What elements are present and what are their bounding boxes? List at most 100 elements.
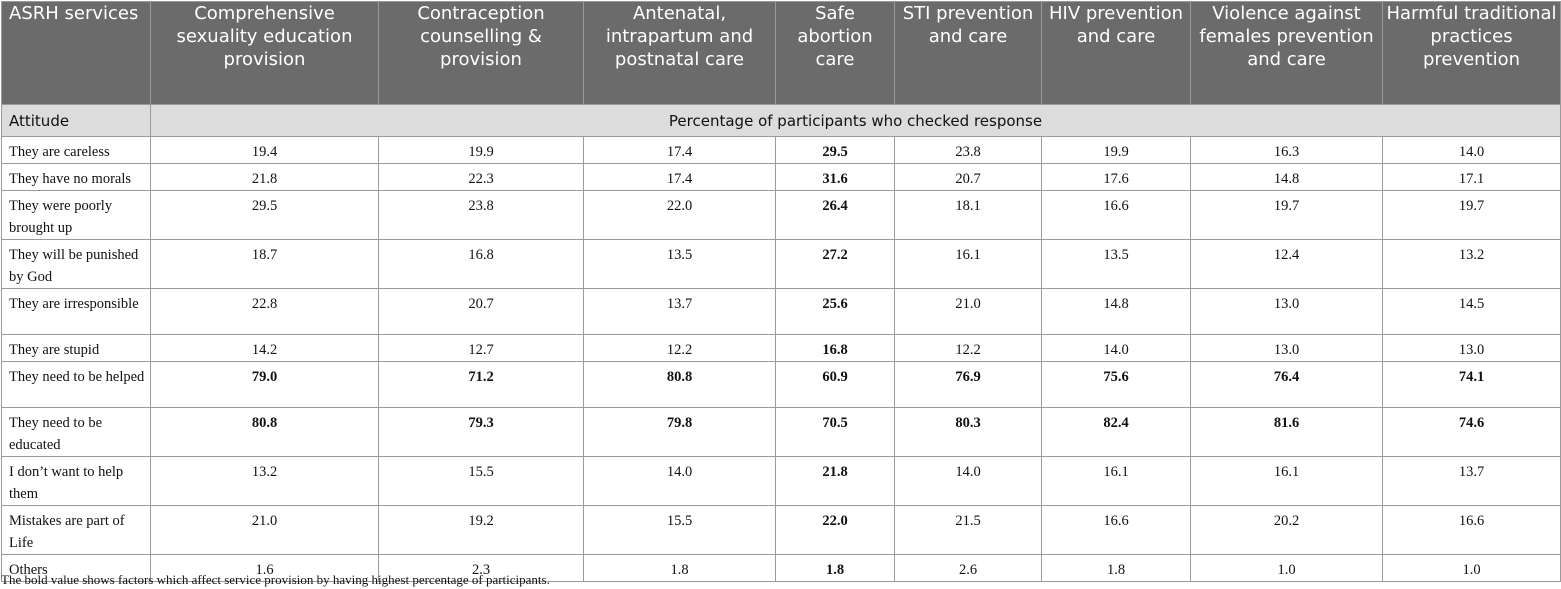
header-row: ASRH services Comprehensive sexuality ed… xyxy=(1,1,1561,105)
header-col-3: Antenatal, intrapartum and postnatal car… xyxy=(583,1,776,105)
row-label: They were poorly brought up xyxy=(1,190,151,240)
cell-value: 12.2 xyxy=(894,334,1042,362)
header-col-6: HIV prevention and care xyxy=(1041,1,1191,105)
cell-value: 13.2 xyxy=(150,456,379,506)
cell-value: 21.5 xyxy=(894,505,1042,555)
cell-value: 76.9 xyxy=(894,361,1042,408)
row-label: Mistakes are part of Life xyxy=(1,505,151,555)
cell-value: 14.8 xyxy=(1190,163,1383,191)
cell-value: 20.7 xyxy=(894,163,1042,191)
cell-value: 13.0 xyxy=(1382,334,1561,362)
header-col-5: STI prevention and care xyxy=(894,1,1042,105)
cell-value: 23.8 xyxy=(378,190,584,240)
cell-value: 14.0 xyxy=(583,456,776,506)
cell-value: 17.4 xyxy=(583,136,776,164)
cell-value: 22.0 xyxy=(775,505,895,555)
cell-value: 79.8 xyxy=(583,407,776,457)
cell-value: 20.7 xyxy=(378,288,584,335)
row-label: They have no morals xyxy=(1,163,151,191)
table-row: They are irresponsible 22.8 20.7 13.7 25.6 21… xyxy=(1,288,1561,335)
cell-value: 29.5 xyxy=(150,190,379,240)
table-row: They are careless 19.4 19.9 17.4 29.5 23.8 19.… xyxy=(1,136,1561,164)
subheader-row: Attitude Percentage of participants who … xyxy=(1,104,1561,137)
cell-value: 81.6 xyxy=(1190,407,1383,457)
header-asrh-services: ASRH services xyxy=(1,1,151,105)
row-label: They need to be helped xyxy=(1,361,151,408)
header-col-4: Safe abortion care xyxy=(775,1,895,105)
cell-value: 13.7 xyxy=(583,288,776,335)
cell-value: 1.6 xyxy=(150,554,379,582)
row-label: They are irresponsible xyxy=(1,288,151,335)
cell-value: 16.6 xyxy=(1041,505,1191,555)
cell-value: 18.1 xyxy=(894,190,1042,240)
cell-value: 14.0 xyxy=(1041,334,1191,362)
table-row: Mistakes are part of Life 21.0 19.2 15.5 22.… xyxy=(1,505,1561,555)
table-row: They need to be helped 79.0 71.2 80.8 60.9 76… xyxy=(1,361,1561,408)
cell-value: 15.5 xyxy=(583,505,776,555)
header-col-2: Contraception counselling & provision xyxy=(378,1,584,105)
cell-value: 14.5 xyxy=(1382,288,1561,335)
table-row: They will be punished by God 18.7 16.8 13.5… xyxy=(1,239,1561,289)
cell-value: 16.1 xyxy=(1041,456,1191,506)
cell-value: 74.6 xyxy=(1382,407,1561,457)
cell-value: 13.5 xyxy=(1041,239,1191,289)
cell-value: 23.8 xyxy=(894,136,1042,164)
header-col-1: Comprehensive sexuality education provis… xyxy=(150,1,379,105)
cell-value: 80.8 xyxy=(150,407,379,457)
cell-value: 14.2 xyxy=(150,334,379,362)
cell-value: 74.1 xyxy=(1382,361,1561,408)
cell-value: 82.4 xyxy=(1041,407,1191,457)
cell-value: 2.6 xyxy=(894,554,1042,582)
cell-value: 1.8 xyxy=(775,554,895,582)
cell-value: 16.3 xyxy=(1190,136,1383,164)
table-row: They need to be educated 80.8 79.3 79.8 70.5… xyxy=(1,407,1561,457)
cell-value: 76.4 xyxy=(1190,361,1383,408)
cell-value: 13.0 xyxy=(1190,288,1383,335)
cell-value: 12.2 xyxy=(583,334,776,362)
cell-value: 21.8 xyxy=(150,163,379,191)
cell-value: 19.7 xyxy=(1382,190,1561,240)
cell-value: 14.8 xyxy=(1041,288,1191,335)
cell-value: 14.0 xyxy=(894,456,1042,506)
cell-value: 26.4 xyxy=(775,190,895,240)
cell-value: 16.8 xyxy=(378,239,584,289)
cell-value: 79.3 xyxy=(378,407,584,457)
cell-value: 13.0 xyxy=(1190,334,1383,362)
cell-value: 22.3 xyxy=(378,163,584,191)
percentage-caption: Percentage of participants who checked r… xyxy=(150,104,1561,137)
table-row: They are stupid 14.2 12.7 12.2 16.8 12.2 14.0 1… xyxy=(1,334,1561,362)
cell-value: 16.6 xyxy=(1382,505,1561,555)
header-col-7: Violence against females prevention and … xyxy=(1190,1,1383,105)
cell-value: 19.2 xyxy=(378,505,584,555)
cell-value: 29.5 xyxy=(775,136,895,164)
cell-value: 1.0 xyxy=(1190,554,1383,582)
cell-value: 80.3 xyxy=(894,407,1042,457)
cell-value: 20.2 xyxy=(1190,505,1383,555)
cell-value: 70.5 xyxy=(775,407,895,457)
cell-value: 21.8 xyxy=(775,456,895,506)
cell-value: 17.6 xyxy=(1041,163,1191,191)
row-label: They are careless xyxy=(1,136,151,164)
cell-value: 60.9 xyxy=(775,361,895,408)
cell-value: 27.2 xyxy=(775,239,895,289)
cell-value: 22.8 xyxy=(150,288,379,335)
cell-value: 17.1 xyxy=(1382,163,1561,191)
row-label: Others xyxy=(1,554,151,582)
cell-value: 12.7 xyxy=(378,334,584,362)
cell-value: 18.7 xyxy=(150,239,379,289)
cell-value: 19.9 xyxy=(1041,136,1191,164)
cell-value: 16.1 xyxy=(894,239,1042,289)
cell-value: 31.6 xyxy=(775,163,895,191)
cell-value: 79.0 xyxy=(150,361,379,408)
table-footnote: The bold value shows factors which affec… xyxy=(1,572,550,587)
table-row: They were poorly brought up 29.5 23.8 22.0 2… xyxy=(1,190,1561,240)
cell-value: 19.4 xyxy=(150,136,379,164)
row-label: I don’t want to help them xyxy=(1,456,151,506)
table-row: I don’t want to help them 13.2 15.5 14.0 21.… xyxy=(1,456,1561,506)
cell-value: 13.2 xyxy=(1382,239,1561,289)
cell-value: 75.6 xyxy=(1041,361,1191,408)
table-row: Others 1.6 2.3 1.8 1.8 2.6 1.8 1.0 1.0 xyxy=(1,554,1561,582)
cell-value: 19.7 xyxy=(1190,190,1383,240)
row-label: They are stupid xyxy=(1,334,151,362)
